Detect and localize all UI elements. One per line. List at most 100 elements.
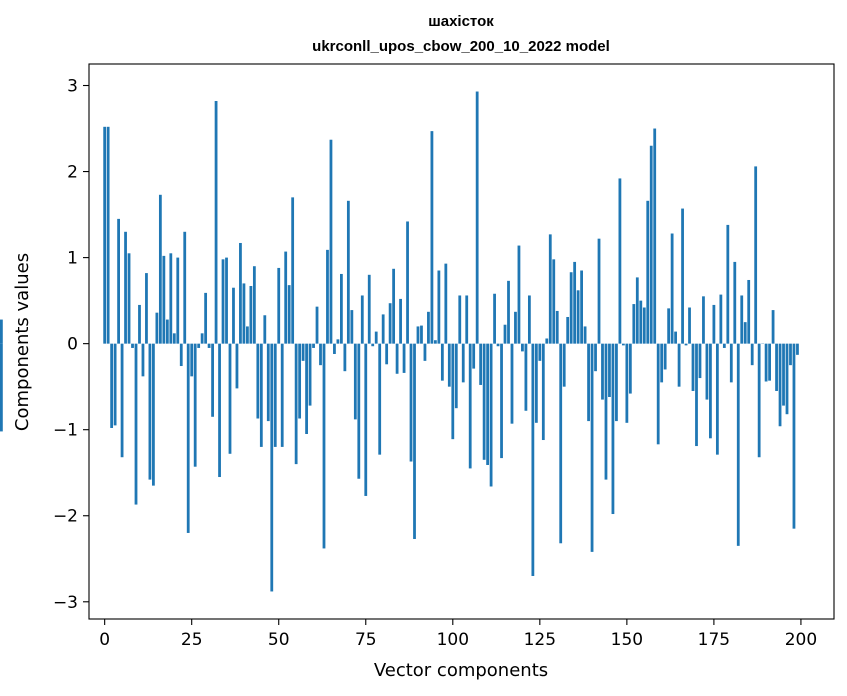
bar-95 xyxy=(434,340,437,344)
bar-54 xyxy=(291,197,295,344)
bar-171 xyxy=(698,343,702,379)
bar-43 xyxy=(252,266,256,344)
bar-89 xyxy=(413,343,416,539)
y-tick-label--2: −2 xyxy=(53,507,78,527)
bar-110 xyxy=(486,343,490,465)
bar-190 xyxy=(764,343,768,382)
bar-138 xyxy=(583,326,587,344)
bar-111 xyxy=(489,343,493,487)
bar-121 xyxy=(524,343,528,411)
bar-108 xyxy=(479,343,483,385)
bar-144 xyxy=(604,343,608,480)
bar-103 xyxy=(461,343,465,383)
bar-3 xyxy=(113,343,117,426)
bar-94 xyxy=(430,131,434,344)
bar-167 xyxy=(684,343,688,346)
bar-192 xyxy=(771,310,775,344)
bar-163 xyxy=(670,233,674,344)
bar-91 xyxy=(420,325,423,344)
bar-76 xyxy=(367,274,371,344)
y-tick-label--3: −3 xyxy=(53,593,78,613)
bar-42 xyxy=(249,286,253,344)
bar-182 xyxy=(736,343,740,546)
bar-14 xyxy=(152,343,155,486)
bar-27 xyxy=(197,343,201,348)
bar-129 xyxy=(552,259,556,344)
bar-64 xyxy=(326,249,329,344)
bar-undefined xyxy=(0,319,3,344)
bar-24 xyxy=(186,343,190,533)
bar-52 xyxy=(284,251,288,344)
y-tick-label--1: −1 xyxy=(53,421,78,441)
chart-title: шахісток xyxy=(428,13,494,30)
bar-97 xyxy=(440,343,444,381)
bar-60 xyxy=(312,343,315,348)
bar-73 xyxy=(357,343,361,479)
bar-85 xyxy=(399,298,402,344)
bar-187 xyxy=(754,166,758,344)
bar-36 xyxy=(228,343,232,454)
bar-124 xyxy=(534,343,538,423)
bar-18 xyxy=(165,319,169,344)
bar-141 xyxy=(594,343,597,372)
bar-149 xyxy=(621,343,625,346)
bar-131 xyxy=(559,343,563,544)
bar-181 xyxy=(733,261,737,344)
bar-107 xyxy=(475,91,479,344)
bar-26 xyxy=(193,343,197,467)
bar-191 xyxy=(768,343,771,381)
bar-123 xyxy=(531,343,535,576)
x-tick-label-175: 175 xyxy=(698,630,730,650)
bar-67 xyxy=(336,339,340,344)
bar-161 xyxy=(663,343,667,370)
bar-84 xyxy=(395,343,399,374)
bar-71 xyxy=(350,310,354,344)
bars-group xyxy=(0,91,799,592)
bar-11 xyxy=(141,343,145,377)
bar-20 xyxy=(172,333,176,344)
bar-46 xyxy=(263,315,267,344)
bar-98 xyxy=(444,263,448,344)
y-tick-label-1: 1 xyxy=(67,249,78,269)
bar-142 xyxy=(597,238,601,344)
bar-148 xyxy=(618,178,622,344)
bar-29 xyxy=(204,292,208,344)
bar-70 xyxy=(346,200,350,344)
bar-12 xyxy=(145,273,148,344)
bar-88 xyxy=(409,343,413,462)
bar-198 xyxy=(792,343,796,529)
bar-114 xyxy=(500,343,503,459)
bar-170 xyxy=(695,343,698,447)
bar-135 xyxy=(573,261,577,344)
bar-151 xyxy=(628,343,632,394)
bar-22 xyxy=(179,343,183,367)
bar-4 xyxy=(117,218,120,344)
bar-38 xyxy=(235,343,239,389)
bar-31 xyxy=(211,343,214,417)
bar-87 xyxy=(406,221,409,344)
bar-30 xyxy=(207,343,211,348)
bar-25 xyxy=(190,343,194,377)
bar-16 xyxy=(158,194,162,344)
bar-106 xyxy=(472,343,476,369)
bar-32 xyxy=(214,101,218,344)
bar-125 xyxy=(538,343,542,361)
bar-176 xyxy=(715,343,719,455)
x-tick-label-0: 0 xyxy=(99,630,110,650)
bar-56 xyxy=(298,343,302,419)
x-tick-label-75: 75 xyxy=(355,630,377,650)
x-tick-label-50: 50 xyxy=(268,630,290,650)
bar-168 xyxy=(688,307,691,344)
bar-79 xyxy=(378,343,382,455)
bar-139 xyxy=(587,343,590,422)
bar-195 xyxy=(782,343,785,406)
bar-166 xyxy=(681,208,684,344)
bar-164 xyxy=(674,331,677,344)
bar-63 xyxy=(322,343,326,549)
bar-173 xyxy=(705,343,709,400)
y-axis-ticks: −3 −2 −1 0 1 2 3 xyxy=(53,77,89,613)
bar-1 xyxy=(106,126,110,344)
bar-68 xyxy=(340,273,343,344)
bar-58 xyxy=(305,343,308,434)
bar-75 xyxy=(364,343,368,496)
